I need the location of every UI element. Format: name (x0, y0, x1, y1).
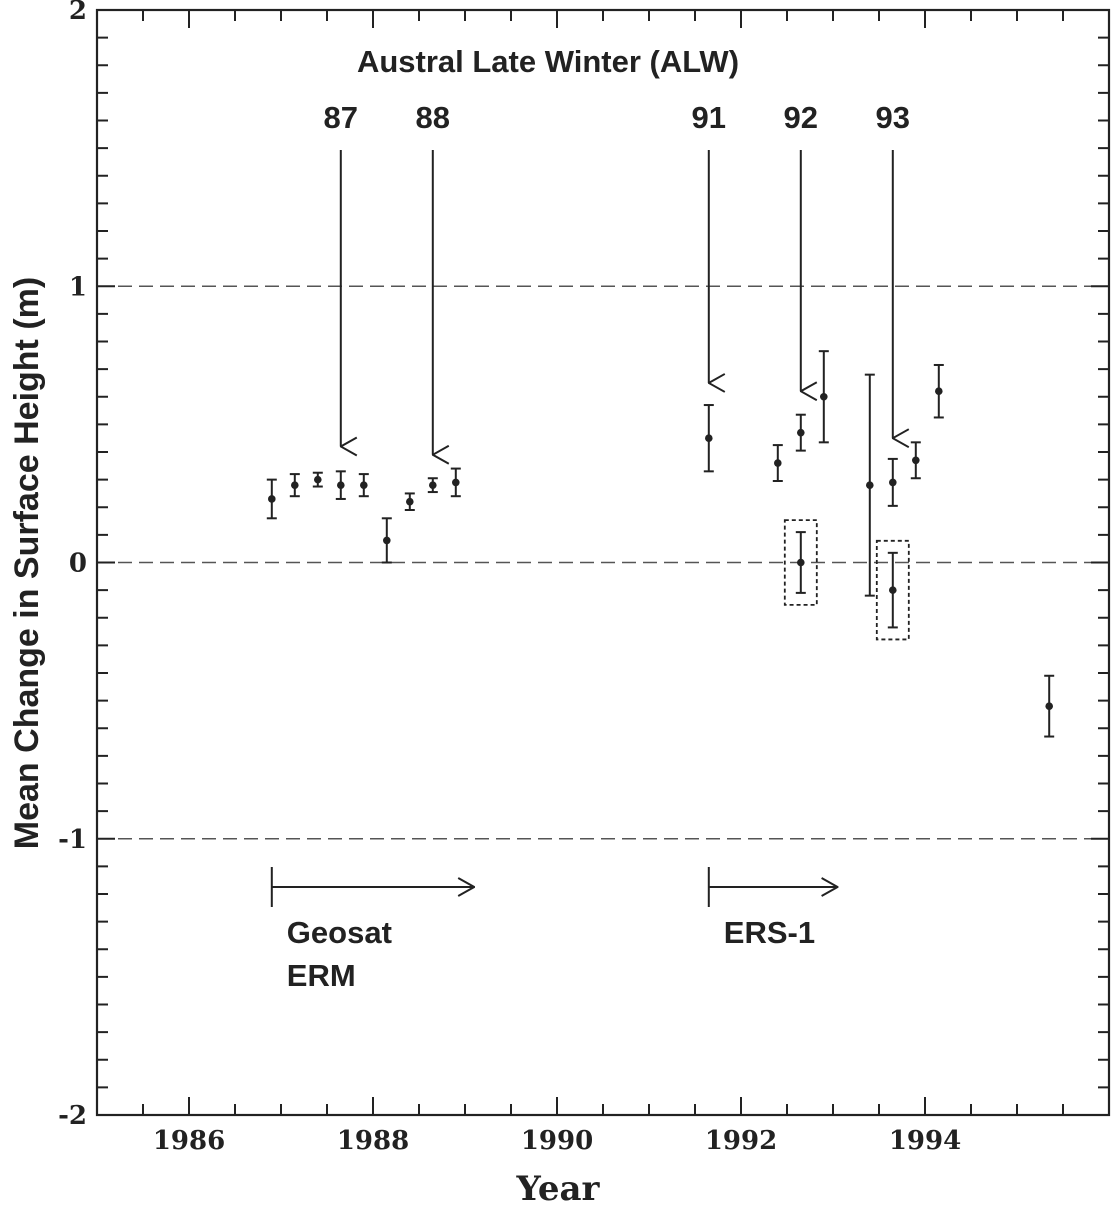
point-marker (889, 586, 897, 594)
point-marker (866, 481, 874, 489)
x-tick-label: 1988 (337, 1126, 409, 1156)
point-marker (314, 475, 322, 484)
data-points (266, 350, 1055, 738)
point-marker (889, 478, 897, 487)
data-point (818, 350, 829, 444)
point-marker (935, 387, 943, 396)
highlight-box (783, 519, 818, 606)
y-axis-ticks (97, 9, 1109, 1116)
mission-label: ERM (287, 958, 356, 993)
x-tick-label: 1986 (153, 1126, 225, 1156)
x-tick-labels: 1986 1988 1990 1992 1994 (153, 1126, 961, 1156)
y-tick-labels: 2 1 0 -1 -2 (58, 0, 87, 1131)
y-tick-label: 1 (69, 272, 87, 302)
point-marker (797, 428, 805, 437)
year-arrow: 88 (416, 100, 450, 455)
data-point (381, 517, 392, 564)
reference-lines (97, 285, 1109, 840)
x-tick-label: 1990 (521, 1126, 593, 1156)
y-tick-label: -2 (58, 1101, 87, 1131)
data-point (933, 363, 944, 419)
data-point (404, 492, 415, 512)
highlight-box (875, 539, 910, 641)
point-marker (383, 536, 391, 545)
year-arrow-label: 87 (324, 100, 358, 135)
year-arrow-label: 92 (784, 100, 818, 135)
data-point (427, 477, 438, 494)
point-marker (429, 481, 437, 489)
data-point (703, 404, 714, 473)
y-tick-label: 0 (69, 549, 87, 579)
point-marker (452, 478, 460, 487)
chart-title: Austral Late Winter (ALW) (357, 44, 739, 79)
point-marker (268, 495, 276, 503)
mission-period: ERS-1 (707, 867, 838, 950)
point-marker (912, 456, 920, 465)
data-point (783, 519, 818, 606)
data-point (887, 457, 898, 507)
data-point (795, 413, 806, 452)
point-marker (360, 481, 368, 489)
year-arrow-label: 88 (416, 100, 450, 135)
x-axis-ticks (142, 10, 1064, 1115)
data-point (358, 473, 369, 498)
x-tick-label: 1992 (705, 1126, 777, 1156)
year-arrow: 87 (324, 100, 358, 446)
mission-period: Geosat ERM (270, 867, 474, 993)
point-marker (291, 481, 299, 489)
mission-label: Geosat (287, 915, 392, 950)
point-marker (705, 434, 713, 442)
point-marker (774, 459, 782, 467)
data-point (875, 539, 910, 641)
point-marker (820, 392, 828, 401)
year-arrow-label: 93 (876, 100, 910, 135)
y-tick-label: -1 (58, 825, 87, 855)
point-marker (797, 558, 805, 567)
data-point (910, 441, 921, 480)
data-point (312, 471, 323, 488)
year-arrow-label: 91 (692, 100, 726, 135)
data-point (450, 467, 461, 498)
year-arrow: 93 (876, 100, 910, 438)
mission-label: ERS-1 (724, 915, 815, 950)
data-point (335, 470, 346, 500)
year-arrows: 87 88 91 92 93 (324, 100, 910, 455)
x-tick-label: 1994 (889, 1126, 961, 1156)
year-arrow: 92 (784, 100, 818, 391)
point-marker (337, 481, 345, 489)
data-point (772, 444, 783, 483)
year-arrow: 91 (692, 100, 726, 383)
data-point (1044, 674, 1055, 738)
data-point (864, 373, 875, 597)
y-axis-label: Mean Change in Surface Height (m) (8, 277, 46, 849)
point-marker (406, 497, 414, 506)
mission-periods: Geosat ERM ERS-1 (270, 867, 838, 993)
data-point (289, 473, 300, 498)
y-tick-label: 2 (69, 0, 87, 26)
data-point (266, 478, 277, 520)
point-marker (1045, 702, 1053, 710)
x-axis-label: Year (516, 1169, 601, 1209)
